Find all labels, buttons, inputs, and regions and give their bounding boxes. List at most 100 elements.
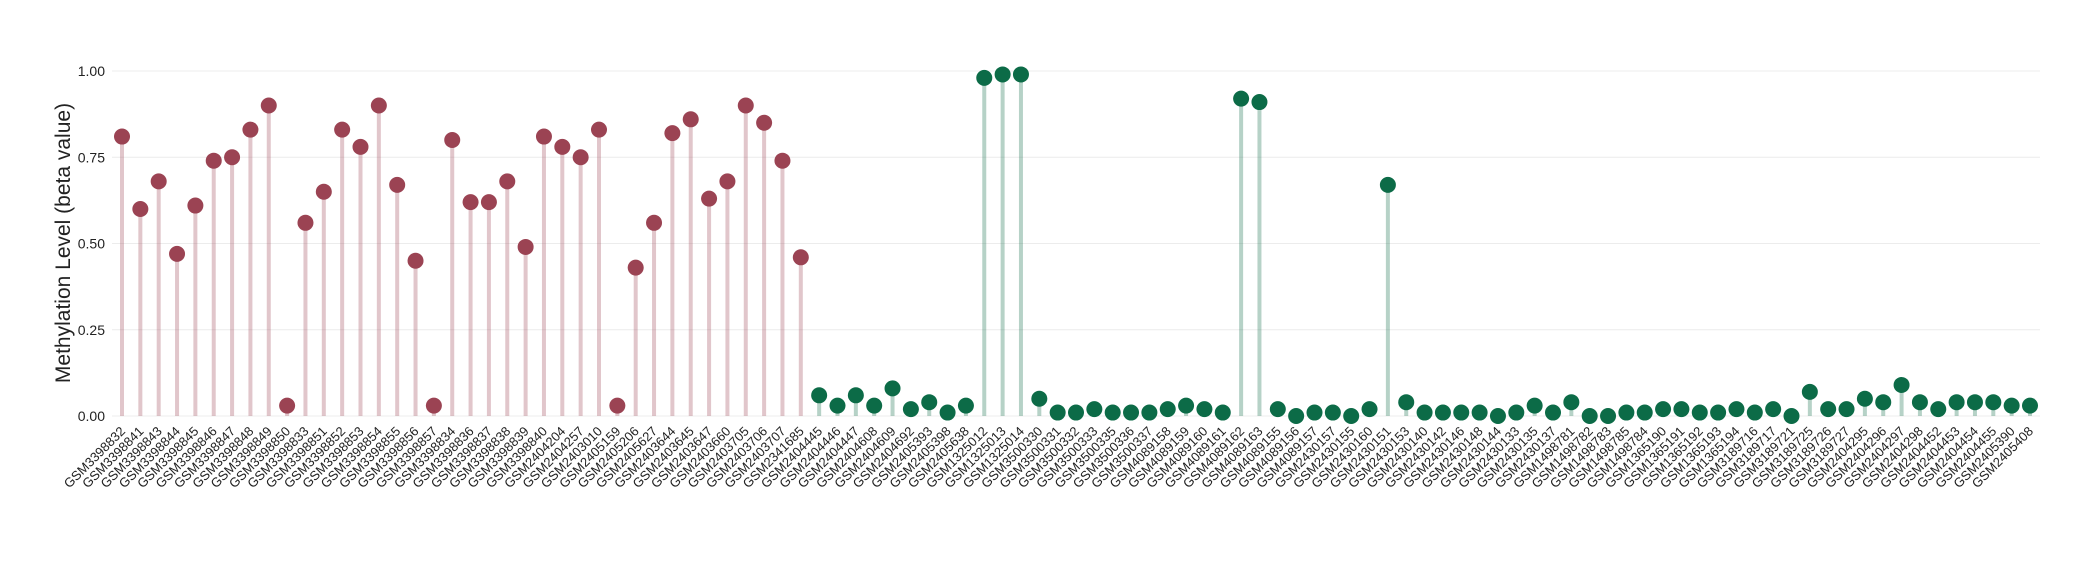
dot: [1838, 401, 1855, 418]
dot: [609, 397, 626, 414]
y-axis-label: Methylation Level (beta value): [52, 103, 75, 383]
dot: [1233, 90, 1250, 107]
dot: [2022, 397, 2038, 414]
dot: [737, 97, 754, 114]
dot: [994, 66, 1011, 83]
dot: [1159, 401, 1176, 418]
dot: [1966, 394, 1983, 411]
dot: [1068, 404, 1084, 421]
dot: [1765, 401, 1782, 418]
dot: [1434, 404, 1451, 421]
dot: [535, 128, 552, 145]
dot: [425, 397, 442, 414]
dot: [370, 97, 387, 114]
dot: [1453, 404, 1470, 421]
dot: [1361, 401, 1378, 418]
dot: [1655, 401, 1672, 418]
dot: [517, 238, 534, 255]
dot: [1343, 408, 1360, 424]
dot: [756, 114, 773, 131]
dot: [279, 397, 296, 414]
dot: [1508, 404, 1525, 421]
dot: [242, 121, 259, 138]
dot: [334, 121, 351, 138]
y-tick-label: 0.25: [78, 322, 105, 338]
dot: [1985, 394, 2002, 411]
dot: [664, 125, 681, 142]
dot: [1710, 404, 1727, 421]
dot: [627, 259, 644, 276]
dot: [572, 149, 589, 166]
dot: [646, 214, 663, 231]
dot: [957, 397, 974, 414]
dot: [554, 138, 571, 155]
dot: [187, 197, 204, 214]
dot: [1875, 394, 1892, 411]
dot: [1196, 401, 1213, 418]
dot: [1948, 394, 1965, 411]
dot: [866, 397, 883, 414]
dot: [462, 194, 479, 211]
dot: [1636, 404, 1653, 421]
dot: [1086, 401, 1103, 418]
dot: [1251, 94, 1268, 111]
dot: [224, 149, 241, 166]
dot: [389, 176, 406, 193]
dot: [847, 387, 864, 404]
dot: [1801, 383, 1818, 400]
dot: [1728, 401, 1745, 418]
dot: [921, 394, 938, 411]
dot: [1178, 397, 1195, 414]
dot: [1141, 404, 1158, 421]
dot: [444, 132, 461, 148]
dot: [976, 69, 993, 86]
dot: [150, 173, 167, 190]
dot: [1893, 376, 1910, 393]
dot: [1012, 66, 1029, 83]
dot: [939, 404, 956, 421]
dot: [884, 380, 901, 397]
dot: [260, 97, 277, 114]
dot: [829, 397, 846, 414]
dot: [1104, 404, 1121, 421]
dot: [1306, 404, 1323, 421]
dot: [1269, 401, 1286, 418]
dot: [499, 173, 516, 190]
dot: [114, 128, 130, 145]
dot: [774, 152, 791, 169]
dot: [205, 152, 222, 169]
dot: [407, 252, 424, 269]
dot: [1673, 401, 1690, 418]
dot: [1783, 408, 1800, 424]
dot: [1031, 390, 1048, 407]
dot: [1563, 394, 1580, 411]
dot: [2003, 397, 2020, 414]
dot: [1416, 404, 1433, 421]
dot: [1930, 401, 1947, 418]
dot: [1581, 408, 1598, 424]
dot: [1545, 404, 1561, 421]
dot: [792, 249, 809, 266]
dot: [1856, 390, 1873, 407]
dot: [1398, 394, 1415, 411]
y-tick-label: 0.75: [78, 149, 105, 165]
dot: [591, 121, 607, 138]
dot: [169, 245, 186, 262]
dot: [352, 138, 369, 155]
dot: [902, 401, 919, 418]
dot: [1379, 176, 1396, 193]
dot: [1123, 404, 1140, 421]
dot: [132, 201, 149, 217]
y-tick-label: 1.00: [78, 63, 105, 79]
dot: [1618, 404, 1635, 421]
dot: [1214, 404, 1231, 421]
dot: [1471, 404, 1488, 421]
dot: [1600, 408, 1617, 424]
dot: [1324, 404, 1341, 421]
dot: [480, 194, 497, 211]
dot: [701, 190, 718, 207]
y-tick-label: 0.00: [78, 408, 105, 424]
dot: [1049, 404, 1066, 421]
dot: [1820, 401, 1837, 418]
